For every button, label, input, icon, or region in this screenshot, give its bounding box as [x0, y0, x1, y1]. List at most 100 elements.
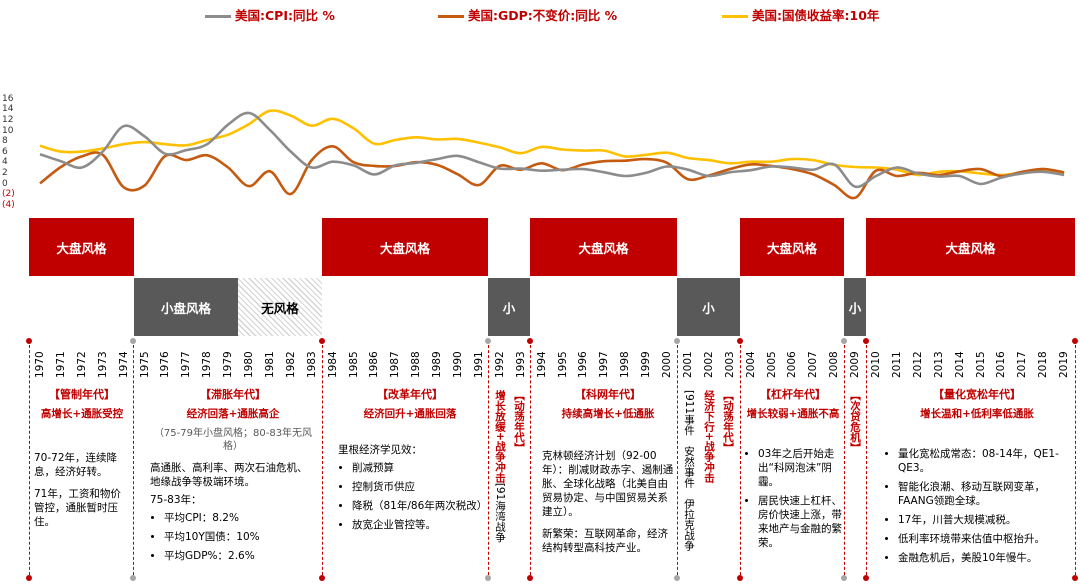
era-list: 削减预算 控制货币供应 降税（81年/86年两次税改） 放宽企业管控等。: [338, 461, 487, 532]
era-title: 【滞胀年代】: [200, 388, 266, 401]
timeline-dot: [1072, 575, 1078, 581]
band-small-cap-1975: 小盘风格: [134, 278, 238, 336]
list-item: 低利率环境带来估值中枢抬升。: [898, 532, 1070, 546]
timeline-dot: [674, 575, 680, 581]
year-label: 2006: [786, 351, 799, 378]
era-subtitle: 经济回升+通胀回落: [363, 408, 457, 420]
series-bond-yield-line: [39, 109, 1065, 177]
era-title: 【改革年代】: [377, 388, 443, 401]
timeline-dot: [863, 575, 869, 581]
timeline-dot: [26, 575, 32, 581]
timeline-dot: [527, 338, 533, 344]
year-label: 1976: [159, 351, 172, 378]
year-label: 2012: [911, 351, 924, 378]
legend-cpi: 美国:CPI:同比 %: [205, 5, 335, 24]
list-item: 放宽企业管控等。: [352, 518, 482, 532]
timeline-dot: [485, 338, 491, 344]
era-subtitle: 持续高增长+低通胀: [561, 408, 655, 420]
timeline-dot: [130, 338, 136, 344]
era-events-desc: [911事件 安然事件 伊拉克战争: [683, 390, 695, 551]
timeline-dot: [1072, 338, 1078, 344]
year-label: 1970: [34, 351, 46, 378]
era-leverage: 【杠杆年代】 增长较弱+通胀不高 03年之后开始走出“科网泡沫”阴霾。 居民快速…: [744, 388, 842, 555]
band-large-cap-2004: 大盘风格: [740, 218, 844, 276]
list-item: 削减预算: [352, 461, 482, 475]
era-divider: [1075, 340, 1076, 580]
era-divider: [322, 340, 323, 580]
era-subprime: 【次贷危机】: [849, 390, 861, 453]
year-label: 1982: [284, 351, 297, 378]
year-label: 2003: [723, 351, 736, 378]
era-subtitle: 增长较弱+通胀不高: [746, 408, 840, 420]
era-turbulence-title: 【动荡年代】: [513, 390, 525, 453]
legend-swatch-bond: [722, 15, 748, 18]
list-item: 平均10Y国债：10%: [164, 530, 316, 544]
era-war-shock: 经济下行+战争冲击: [703, 390, 715, 483]
year-label: 1986: [368, 351, 381, 378]
era-divider: [29, 340, 30, 580]
year-label: 1973: [96, 351, 109, 378]
era-note: （75-79年小盘风格；80-83年无风格）: [153, 428, 313, 452]
year-label: 1975: [138, 351, 151, 378]
year-label: 2017: [1016, 351, 1029, 378]
year-label: 2007: [807, 351, 820, 378]
era-subtitle: 增长温和+低利率低通胀: [920, 408, 1034, 420]
timeline-dot: [26, 338, 32, 344]
y-tick-label: 14: [2, 104, 14, 115]
year-label: 2011: [890, 351, 903, 378]
era-subtitle: 经济回落+通胀高企: [186, 408, 280, 420]
timeline-dot: [319, 338, 325, 344]
band-large-cap-1994: 大盘风格: [530, 218, 677, 276]
era-stagflation: 【滞胀年代】 经济回落+通胀高企 （75-79年小盘风格；80-83年无风格） …: [150, 388, 316, 568]
timeline-dot: [527, 575, 533, 581]
era-divider: [740, 340, 741, 580]
y-tick-label: 6: [2, 146, 8, 157]
year-label: 1977: [180, 351, 193, 378]
era-turbulence-desc: 增长放缓+战争冲击[91海湾战争: [494, 390, 506, 543]
year-label: 1978: [201, 351, 214, 378]
y-tick-label: 4: [2, 157, 8, 168]
era-text: 克林顿经济计划（92-00年）：削减财政赤字、遏制通胀、全球化战略（北美自由贸易…: [542, 450, 674, 518]
year-label: 2015: [974, 351, 987, 378]
year-label: 2010: [870, 351, 882, 378]
era-divider: [488, 340, 489, 580]
era-divider: [530, 340, 531, 580]
era-list: 03年之后开始走出“科网泡沫”阴霾。 居民快速上杠杆、房价快速上涨，带来地产与金…: [744, 447, 842, 550]
era-list: 平均CPI：8.2% 平均10Y国债：10% 平均GDP%：2.6%: [150, 511, 316, 563]
y-tick-label: (4): [2, 199, 15, 210]
year-label: 2002: [702, 351, 715, 378]
legend-bond: 美国:国债收益率:10年: [722, 5, 879, 24]
list-item: 平均CPI：8.2%: [164, 511, 316, 525]
era-divider: [133, 340, 134, 580]
year-label: 1998: [619, 351, 632, 378]
timeline-dot: [841, 338, 847, 344]
year-label: 1983: [305, 351, 318, 378]
legend-swatch-cpi: [205, 15, 231, 18]
timeline-dot: [737, 338, 743, 344]
year-label: 2004: [744, 351, 757, 378]
y-tick-label: 8: [2, 136, 8, 147]
band-small-cap-1991: 小: [488, 278, 530, 336]
year-label: 1989: [431, 351, 444, 378]
year-label: 1996: [577, 351, 590, 378]
era-title: 【科网年代】: [575, 388, 641, 401]
year-label: 2008: [828, 351, 841, 378]
year-label: 2013: [932, 351, 945, 378]
legend-gdp: 美国:GDP:不变价:同比 %: [438, 5, 617, 24]
year-label: 2014: [953, 351, 966, 378]
year-label: 1981: [263, 351, 276, 378]
year-label: 1985: [347, 351, 360, 378]
era-turbulence2-title: 【动荡年代】: [722, 390, 734, 453]
list-item: 降税（81年/86年两次税改）: [352, 499, 487, 513]
list-item: 智能化浪潮、移动互联网变革，FAANG领跑全球。: [898, 480, 1070, 508]
year-label: 1971: [54, 351, 67, 378]
timeline-dot: [319, 575, 325, 581]
y-tick-label: 10: [2, 125, 14, 136]
era-text: 新繁荣：互联网革命，经济结构转型高科技产业。: [542, 528, 668, 554]
era-subtitle: 高增长+通胀受控: [40, 408, 124, 420]
year-label: 1991: [472, 351, 485, 378]
timeline-dot: [863, 338, 869, 344]
timeline-dot: [841, 575, 847, 581]
band-no-style-1980: 无风格: [238, 278, 322, 336]
era-text: 75-83年：: [150, 494, 202, 506]
